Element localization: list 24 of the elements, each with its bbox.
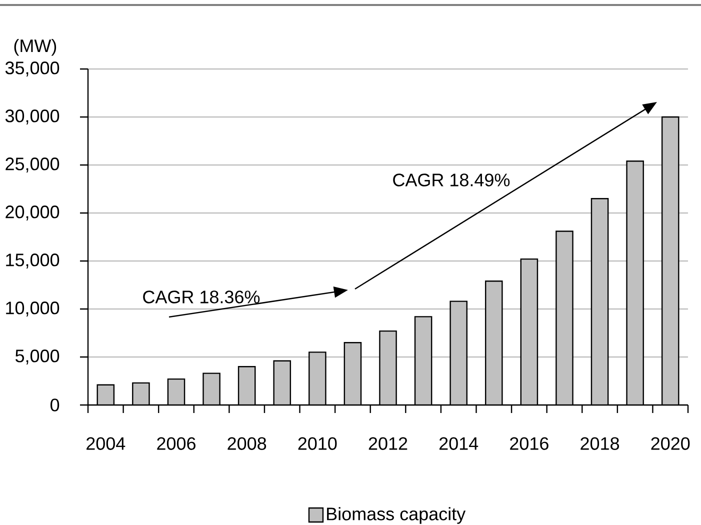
y-tick-label: 5,000 xyxy=(15,350,60,364)
x-tick-label: 2018 xyxy=(580,437,620,450)
x-tick-label: 2012 xyxy=(368,437,408,450)
x-tick-label: 2008 xyxy=(228,437,266,450)
y-axis-title: (MW) xyxy=(14,38,56,56)
x-tick-label: 2016 xyxy=(510,437,548,450)
annotation: CAGR 18.49% xyxy=(393,174,510,186)
x-tick-label: 2010 xyxy=(298,437,337,450)
y-tick-label: 0 xyxy=(50,398,60,412)
x-tick-label: 2020 xyxy=(651,437,690,450)
bar xyxy=(168,379,185,405)
bar xyxy=(238,366,256,405)
y-tick-label: 15,000 xyxy=(6,254,60,268)
x-tick-label: 2004 xyxy=(86,437,126,450)
x-tick-label: 2006 xyxy=(157,437,196,450)
y-tick-label: 35,000 xyxy=(5,62,60,76)
bar xyxy=(274,360,290,405)
x-tick-label: 2014 xyxy=(439,437,478,450)
y-tick-label: 30,000 xyxy=(5,110,60,124)
legend-label: Biomass capacity xyxy=(327,507,466,524)
y-tick-label: 25,000 xyxy=(6,158,60,172)
annotation: CAGR 18.36% xyxy=(143,290,260,304)
y-tick-label: 10,000 xyxy=(6,302,60,316)
y-tick-label: 20,000 xyxy=(6,206,60,220)
